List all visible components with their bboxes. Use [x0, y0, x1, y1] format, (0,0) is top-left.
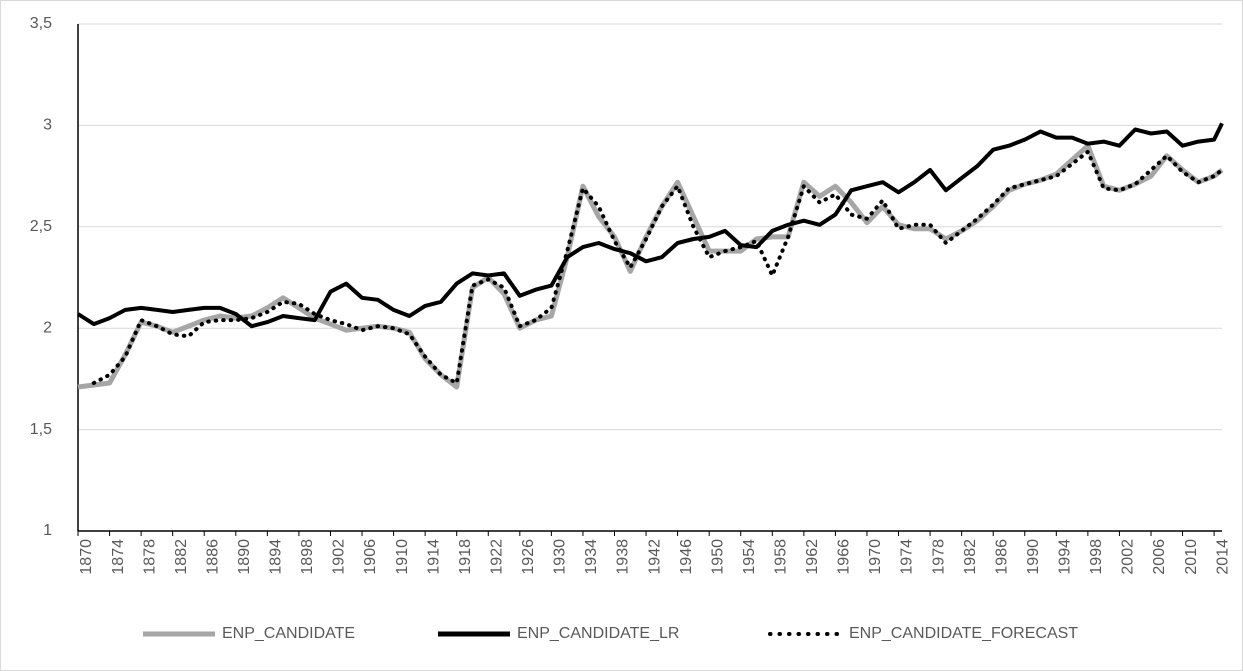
x-tick-label: 1922	[488, 539, 505, 575]
x-tick-label: 2002	[1120, 539, 1137, 575]
series-line	[76, 122, 1224, 329]
y-tick-label: 2	[43, 319, 52, 336]
x-tick-label: 2010	[1183, 539, 1200, 575]
x-tick-label: 1970	[867, 539, 884, 575]
y-tick-label: 1	[43, 522, 52, 539]
x-tick-label: 1990	[1025, 539, 1042, 575]
x-tick-label: 1890	[236, 539, 253, 575]
legend-label: ENP_CANDIDATE_FORECAST	[849, 625, 1078, 642]
y-tick-label: 2,5	[30, 218, 52, 235]
x-tick-label: 1986	[993, 539, 1010, 575]
x-tick-label: 1978	[930, 539, 947, 575]
x-tick-label: 1982	[962, 539, 979, 575]
x-tick-label: 1994	[1057, 539, 1074, 575]
x-tick-label: 1946	[678, 539, 695, 575]
x-tick-label: 1926	[520, 539, 537, 575]
x-tick-label: 1898	[299, 539, 316, 575]
y-tick-label: 3,5	[30, 15, 52, 32]
x-tick-label: 1930	[552, 539, 569, 575]
y-tick-label: 1,5	[30, 421, 52, 438]
x-tick-label: 1998	[1088, 539, 1105, 575]
series-line	[91, 149, 1224, 385]
x-tick-label: 1962	[804, 539, 821, 575]
x-tick-label: 1894	[268, 539, 285, 575]
x-tick-label: 1958	[773, 539, 790, 575]
x-tick-label: 1870	[78, 539, 95, 575]
x-tick-label: 1878	[141, 539, 158, 575]
x-tick-label: 1966	[836, 539, 853, 575]
x-tick-label: 1950	[709, 539, 726, 575]
x-tick-label: 1918	[457, 539, 474, 575]
x-tick-label: 1886	[204, 539, 221, 575]
x-tick-label: 1934	[583, 539, 600, 575]
x-tick-label: 1954	[741, 539, 758, 575]
legend-label: ENP_CANDIDATE_LR	[517, 625, 679, 642]
y-tick-label: 3	[43, 117, 52, 134]
x-tick-label: 1974	[899, 539, 916, 575]
legend-label: ENP_CANDIDATE	[222, 625, 355, 642]
x-tick-label: 2006	[1151, 539, 1168, 575]
x-tick-label: 1938	[615, 539, 632, 575]
x-tick-label: 1914	[425, 539, 442, 575]
x-tick-label: 1910	[394, 539, 411, 575]
x-tick-label: 1902	[331, 539, 348, 575]
x-tick-label: 2014	[1214, 539, 1231, 575]
x-tick-label: 1906	[362, 539, 379, 575]
x-tick-label: 1942	[646, 539, 663, 575]
x-tick-label: 1882	[173, 539, 190, 575]
x-tick-label: 1874	[110, 539, 127, 575]
